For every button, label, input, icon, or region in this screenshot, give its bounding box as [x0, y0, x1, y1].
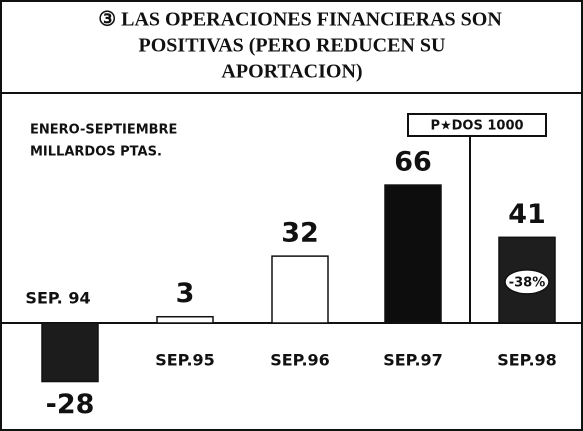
source: P★DOS 1000 [430, 119, 523, 134]
annotation-oval [504, 269, 550, 295]
x-tick-label: SEP. 94 [25, 289, 90, 308]
data-label: 32 [281, 218, 319, 249]
subtitle: MILLARDOS PTAS. [30, 145, 162, 160]
bar [41, 322, 99, 383]
x-tick-label: SEP.97 [383, 351, 443, 370]
x-tick-label: SEP.96 [270, 351, 330, 370]
data-label: 41 [508, 199, 546, 230]
data-label: 66 [394, 147, 432, 178]
title-box [0, 0, 583, 94]
bar [271, 255, 329, 324]
x-tick-label: SEP.98 [497, 351, 557, 370]
chart-title: POSITIVAS (PERO REDUCEN SU [139, 35, 446, 57]
data-label: 3 [176, 278, 195, 309]
chart-title: ③ LAS OPERACIONES FINANCIERAS SON [98, 9, 502, 31]
source-box [407, 113, 547, 137]
subtitle: ENERO-SEPTIEMBRE [30, 123, 177, 138]
x-tick-label: SEP.95 [155, 351, 215, 370]
bar [156, 315, 214, 324]
annotation: -38% [509, 275, 546, 290]
chart-title: APORTACION) [221, 61, 362, 83]
data-label: -28 [46, 389, 95, 420]
bar [384, 184, 442, 324]
